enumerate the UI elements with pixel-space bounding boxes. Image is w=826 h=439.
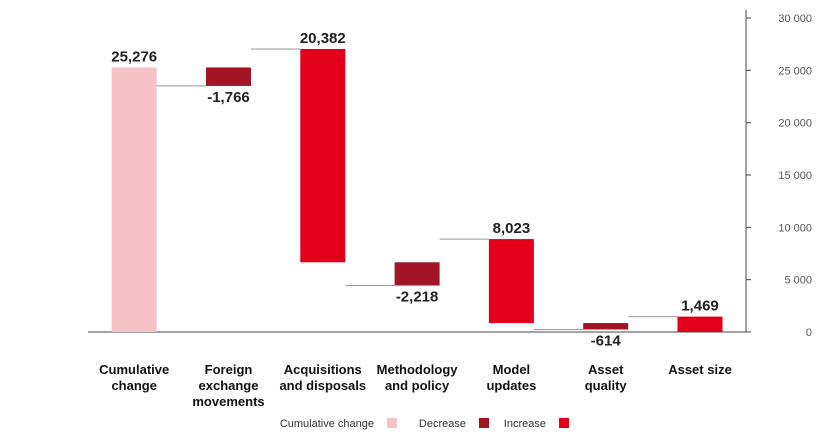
data-label: -1,766 bbox=[207, 89, 250, 106]
bar-decrease bbox=[583, 323, 629, 330]
bar-increase bbox=[488, 239, 534, 324]
legend-label: Increase bbox=[504, 418, 546, 430]
data-label: 20,382 bbox=[300, 30, 346, 47]
data-label: -2,218 bbox=[396, 289, 439, 306]
legend-swatch-decrease bbox=[479, 418, 489, 428]
x-category-label: Cumulative bbox=[99, 362, 169, 377]
data-label: 25,276 bbox=[111, 48, 157, 65]
x-category-label: Foreign bbox=[205, 362, 253, 377]
x-category-label: and disposals bbox=[279, 378, 366, 393]
y-tick-label: 0 bbox=[806, 327, 812, 339]
legend-label: Cumulative change bbox=[280, 418, 374, 430]
x-category-label: and policy bbox=[385, 378, 450, 393]
x-category-label: exchange bbox=[199, 378, 259, 393]
legend-swatch-increase bbox=[559, 418, 569, 428]
x-category-label: quality bbox=[585, 378, 628, 393]
y-tick-label: 15 000 bbox=[778, 170, 812, 182]
x-category-label: Asset size bbox=[668, 362, 732, 377]
legend-label: Decrease bbox=[419, 418, 466, 430]
x-category-label: change bbox=[111, 378, 157, 393]
bar-increase bbox=[677, 316, 723, 332]
x-category-label: Asset bbox=[588, 362, 624, 377]
x-category-label: movements bbox=[192, 394, 264, 409]
legend-swatch-cumulative bbox=[387, 418, 397, 428]
data-label: -614 bbox=[591, 332, 622, 349]
y-tick-label: 5 000 bbox=[784, 275, 812, 287]
bar-increase bbox=[300, 48, 346, 263]
bar-cumulative bbox=[111, 67, 157, 333]
y-tick-label: 20 000 bbox=[778, 118, 812, 130]
bar-decrease bbox=[206, 67, 251, 86]
x-category-label: Methodology bbox=[377, 362, 459, 377]
y-tick-label: 10 000 bbox=[778, 222, 812, 234]
bar-decrease bbox=[394, 262, 440, 286]
data-label: 8,023 bbox=[493, 220, 531, 237]
data-label: 1,469 bbox=[681, 298, 719, 315]
x-category-label: Model bbox=[493, 362, 531, 377]
y-tick-label: 30 000 bbox=[778, 13, 812, 25]
x-category-label: updates bbox=[486, 378, 536, 393]
x-category-label: Acquisitions bbox=[284, 362, 362, 377]
y-tick-label: 25 000 bbox=[778, 65, 812, 77]
